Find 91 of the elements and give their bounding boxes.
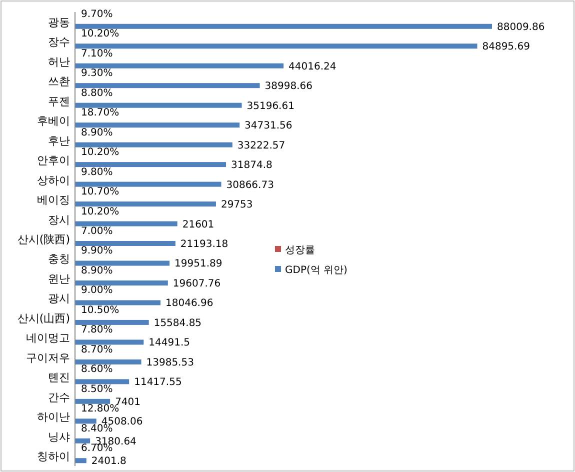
bar xyxy=(75,102,242,108)
data-label: 29753 xyxy=(220,200,253,211)
y-tick-label: 상하이 xyxy=(37,174,70,187)
bar xyxy=(75,44,478,49)
y-tick-label: 푸젠 xyxy=(48,94,70,108)
y-tick-label: 닝샤 xyxy=(48,430,70,444)
data-label: 7.80% xyxy=(81,324,113,336)
legend-label: 성장률 xyxy=(285,245,315,256)
data-label: 21193.18 xyxy=(180,239,228,250)
data-label: 11417.55 xyxy=(134,377,182,388)
data-label: 21601 xyxy=(182,219,214,230)
bar xyxy=(75,379,130,384)
bar xyxy=(75,162,226,168)
y-tick-label: 하이난 xyxy=(37,410,70,424)
bar xyxy=(75,142,232,148)
data-label: 18.70% xyxy=(81,108,120,119)
data-label: 10.50% xyxy=(81,304,120,316)
y-tick-label: 후난 xyxy=(48,134,70,148)
data-label: 9.00% xyxy=(81,285,113,296)
data-label: 13985.53 xyxy=(146,357,194,368)
bar xyxy=(75,320,149,325)
data-label: 35196.61 xyxy=(246,100,294,112)
y-tick-label: 장시 xyxy=(48,213,70,226)
y-tick-label: 베이징 xyxy=(37,194,70,207)
data-label: 10.20% xyxy=(81,206,120,218)
y-tick-label: 산시(陕西) xyxy=(17,233,70,246)
data-label: 38998.66 xyxy=(264,81,312,92)
data-label: 8.80% xyxy=(81,88,113,99)
bar xyxy=(75,83,260,88)
data-label: 8.50% xyxy=(81,384,113,395)
data-label: 9.70% xyxy=(81,8,113,20)
y-tick-label: 구이저우 xyxy=(26,351,70,364)
bar xyxy=(75,418,96,424)
data-label: 8.90% xyxy=(81,265,113,276)
bar xyxy=(75,340,144,345)
data-label: 10.20% xyxy=(81,147,120,158)
bar xyxy=(75,280,168,286)
bar xyxy=(75,122,240,128)
data-label: 8.90% xyxy=(81,127,113,138)
data-label: 8.60% xyxy=(81,364,113,376)
y-tick-label: 충칭 xyxy=(48,252,70,266)
bar xyxy=(75,359,142,364)
data-label: 9.90% xyxy=(81,246,113,257)
bar xyxy=(75,182,222,187)
bar xyxy=(75,438,90,444)
data-label: 33222.57 xyxy=(237,140,286,152)
bar xyxy=(75,24,492,29)
data-label: 8.70% xyxy=(81,344,113,356)
data-label: 34731.56 xyxy=(244,120,292,132)
data-label: 84895.69 xyxy=(482,42,530,53)
y-tick-label: 칭하이 xyxy=(37,450,70,464)
y-tick-label: 광시 xyxy=(48,292,70,306)
y-tick-label: 장수 xyxy=(48,36,70,49)
y-tick-label: 윈난 xyxy=(48,272,70,286)
data-label: 30866.73 xyxy=(226,180,274,191)
y-tick-label: 톈진 xyxy=(48,371,70,384)
bar xyxy=(75,221,178,226)
y-tick-label: 네이멍고 xyxy=(26,332,70,345)
data-label: 14491.5 xyxy=(148,338,190,349)
data-label: 44016.24 xyxy=(288,61,336,72)
data-label: 31874.8 xyxy=(231,160,272,172)
bar xyxy=(75,202,216,207)
y-tick-label: 간수 xyxy=(48,390,70,404)
data-label: 9.30% xyxy=(81,68,113,80)
data-label: 15584.85 xyxy=(154,318,202,329)
data-label: 7.10% xyxy=(81,48,113,60)
bar xyxy=(75,260,170,266)
y-tick-label: 광동 xyxy=(48,16,70,29)
data-label: 12.80% xyxy=(81,404,120,415)
bar xyxy=(75,241,176,246)
data-label: 10.70% xyxy=(81,186,120,198)
data-label: 18046.96 xyxy=(166,298,214,310)
y-tick-label: 허난 xyxy=(48,55,70,68)
data-label: 19951.89 xyxy=(174,258,222,270)
bar xyxy=(75,398,110,404)
data-label: 9.80% xyxy=(81,166,113,178)
data-label: 2401.8 xyxy=(91,456,126,468)
data-label: 7.00% xyxy=(81,226,113,237)
data-label: 8.40% xyxy=(81,423,113,434)
bar xyxy=(75,300,161,306)
bar xyxy=(75,458,86,464)
data-label: 19607.76 xyxy=(172,278,221,290)
y-tick-label: 안후이 xyxy=(37,154,70,168)
data-label: 88009.86 xyxy=(497,22,545,33)
y-tick-label: 쓰촨 xyxy=(48,75,70,88)
y-tick-label: 산시(山西) xyxy=(17,312,70,325)
y-tick-label: 후베이 xyxy=(37,114,70,128)
data-label: 10.20% xyxy=(81,28,120,40)
data-label: 6.70% xyxy=(81,443,113,454)
legend-label: GDP(억 위안) xyxy=(285,265,348,276)
bar xyxy=(75,63,284,68)
